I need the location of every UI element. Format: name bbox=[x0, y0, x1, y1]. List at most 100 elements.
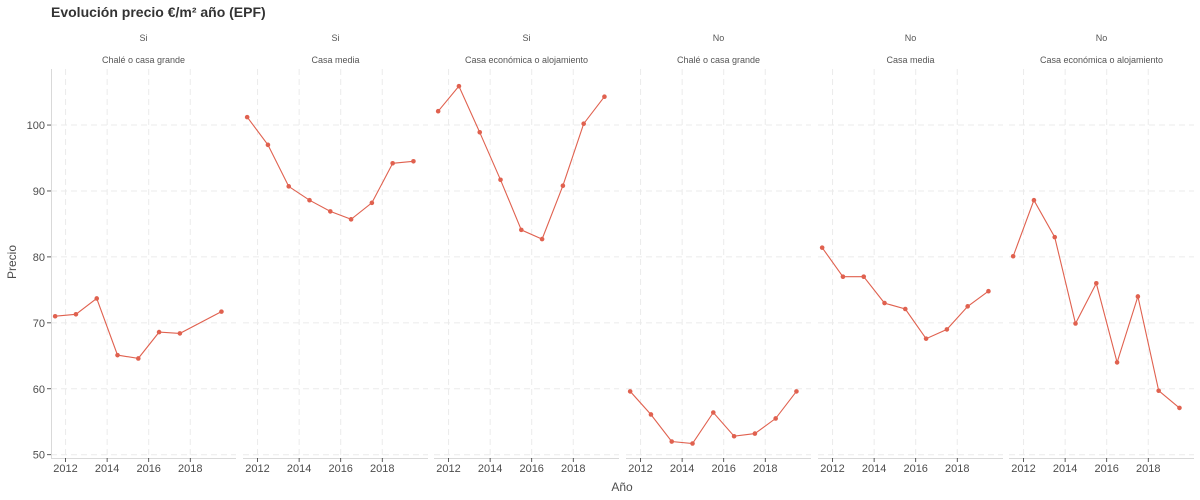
data-point bbox=[882, 300, 887, 306]
data-point bbox=[477, 129, 483, 135]
panel-5: No Casa media 2012 2014 2016 2018 bbox=[818, 33, 1003, 475]
y-tick-label: 60 bbox=[33, 384, 45, 396]
x-tick-label: 2016 bbox=[519, 463, 543, 475]
strip-label-top: Si bbox=[139, 33, 147, 43]
panel-6: No Casa económica o alojamiento 2012 2014 20… bbox=[1009, 33, 1194, 475]
x-tick-label: 2012 bbox=[436, 463, 460, 475]
y-tick-label: 70 bbox=[33, 318, 45, 330]
x-tick-label: 2018 bbox=[178, 463, 202, 475]
data-point bbox=[456, 83, 462, 89]
data-point bbox=[369, 200, 375, 206]
data-point bbox=[965, 304, 970, 309]
data-point bbox=[1010, 253, 1016, 259]
data-point bbox=[986, 288, 991, 294]
data-point bbox=[348, 217, 354, 222]
data-point bbox=[390, 160, 395, 166]
x-tick-label: 2012 bbox=[53, 463, 77, 475]
data-point bbox=[944, 327, 950, 332]
data-point bbox=[136, 356, 141, 361]
x-tick-label: 2018 bbox=[370, 463, 394, 475]
series-line bbox=[437, 85, 605, 240]
data-point bbox=[539, 236, 545, 242]
x-tick-label: 2014 bbox=[478, 463, 502, 475]
data-point bbox=[752, 431, 758, 436]
data-point bbox=[1135, 294, 1141, 299]
y-axis-title: Precio bbox=[5, 245, 19, 279]
series-line bbox=[629, 391, 797, 445]
series-line bbox=[55, 297, 222, 359]
x-tick-label: 2014 bbox=[95, 463, 119, 475]
x-tick-label: 2016 bbox=[328, 463, 352, 475]
strip-label-bottom: Casa económica o alojamiento bbox=[1040, 55, 1163, 65]
y-axis: 50 60 70 80 90 100 bbox=[27, 120, 51, 462]
x-tick-label: 2016 bbox=[711, 463, 735, 475]
data-point bbox=[435, 108, 441, 114]
y-tick-label: 80 bbox=[33, 252, 45, 264]
series-line bbox=[821, 247, 989, 340]
x-tick-label: 2016 bbox=[1094, 463, 1118, 475]
data-point bbox=[1114, 360, 1120, 365]
data-point bbox=[794, 389, 799, 394]
data-point bbox=[307, 197, 312, 203]
chart-title: Evolución precio €/m² año (EPF) bbox=[51, 4, 266, 20]
x-tick-label: 2014 bbox=[287, 463, 311, 475]
data-point bbox=[1156, 388, 1161, 394]
data-point bbox=[177, 331, 183, 336]
data-point bbox=[286, 184, 292, 189]
series-line bbox=[1012, 198, 1180, 409]
panel-4: No Chalé o casa grande 2012 2014 2016 2018 bbox=[626, 33, 811, 475]
data-point bbox=[648, 412, 654, 417]
data-point bbox=[773, 416, 778, 421]
x-axis-title: Año bbox=[611, 480, 633, 494]
data-point bbox=[1073, 321, 1078, 326]
data-point bbox=[690, 441, 695, 446]
data-point bbox=[115, 352, 120, 358]
data-point bbox=[923, 336, 929, 341]
data-point bbox=[1177, 405, 1182, 411]
y-tick-label: 100 bbox=[27, 120, 45, 132]
strip-label-bottom: Casa media bbox=[886, 55, 934, 65]
strip-label-bottom: Casa económica o alojamiento bbox=[465, 55, 588, 65]
data-point bbox=[627, 389, 633, 394]
facet-panels: Si Chalé o casa grande 2012 2014 2016 2018 Si C… bbox=[51, 33, 1194, 475]
x-tick-label: 2014 bbox=[862, 463, 886, 475]
data-point bbox=[265, 142, 271, 148]
data-point bbox=[861, 274, 867, 279]
data-point bbox=[1094, 280, 1099, 286]
x-tick-label: 2018 bbox=[1136, 463, 1160, 475]
x-tick-label: 2014 bbox=[1053, 463, 1077, 475]
data-point bbox=[156, 329, 162, 335]
data-point bbox=[903, 306, 908, 312]
data-point bbox=[1031, 197, 1037, 203]
panel-3: Si Casa económica o alojamiento 2012 2014 20… bbox=[434, 33, 619, 475]
data-point bbox=[819, 245, 825, 250]
strip-label-top: No bbox=[1096, 33, 1108, 43]
x-tick-label: 2018 bbox=[945, 463, 969, 475]
y-tick-label: 90 bbox=[33, 186, 45, 198]
data-point bbox=[498, 177, 503, 183]
strip-label-top: No bbox=[713, 33, 725, 43]
strip-label-top: No bbox=[905, 33, 917, 43]
panel-1: Si Chalé o casa grande 2012 2014 2016 2018 bbox=[51, 33, 236, 475]
x-tick-label: 2018 bbox=[753, 463, 777, 475]
strip-label-bottom: Chalé o casa grande bbox=[102, 55, 185, 65]
data-point bbox=[560, 183, 566, 188]
strip-label-top: Si bbox=[522, 33, 530, 43]
data-point bbox=[602, 94, 607, 99]
x-tick-label: 2016 bbox=[903, 463, 927, 475]
data-point bbox=[1052, 234, 1058, 240]
x-tick-label: 2012 bbox=[628, 463, 652, 475]
data-point bbox=[328, 209, 333, 214]
x-tick-label: 2012 bbox=[820, 463, 844, 475]
x-tick-label: 2016 bbox=[136, 463, 160, 475]
data-point bbox=[711, 410, 716, 415]
strip-label-top: Si bbox=[331, 33, 339, 43]
data-point bbox=[244, 114, 250, 120]
data-point bbox=[94, 296, 100, 301]
data-point bbox=[669, 439, 675, 444]
y-tick-label: 50 bbox=[33, 450, 45, 462]
x-tick-label: 2014 bbox=[670, 463, 694, 475]
data-point bbox=[52, 313, 58, 319]
x-tick-label: 2012 bbox=[1011, 463, 1035, 475]
